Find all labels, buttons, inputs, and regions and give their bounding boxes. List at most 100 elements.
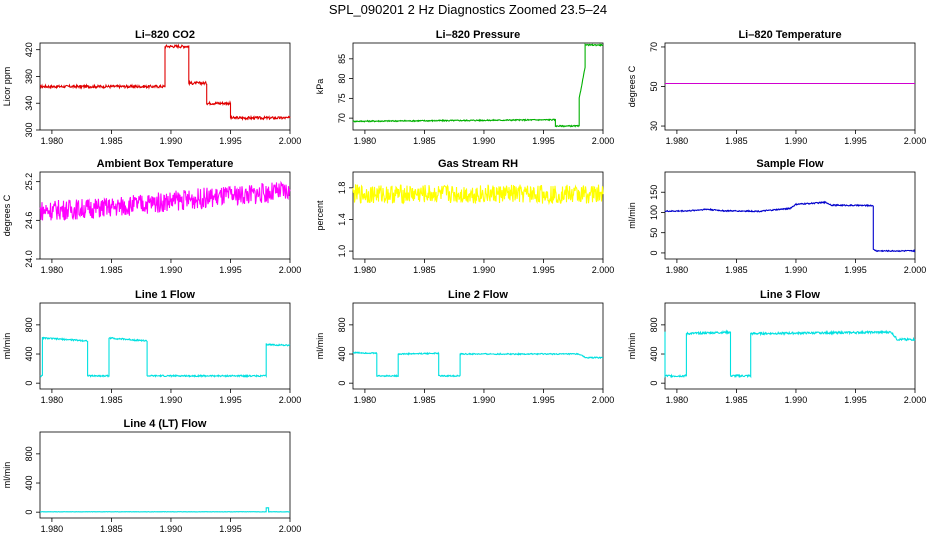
y-tick-label: 800 xyxy=(649,317,659,332)
plot-frame xyxy=(39,42,291,131)
data-series-line xyxy=(39,43,291,121)
chart-title: Line 2 Flow xyxy=(448,289,508,301)
plot-frame xyxy=(39,171,291,260)
x-tick-label: 2.000 xyxy=(592,395,615,405)
y-tick-label: 800 xyxy=(24,446,34,461)
y-tick-label: 24.0 xyxy=(24,250,34,268)
y-tick-label: 400 xyxy=(24,347,34,362)
x-tick-label: 2.000 xyxy=(592,136,615,146)
x-tick-label: 1.995 xyxy=(219,265,242,275)
x-tick-label: 1.980 xyxy=(354,265,377,275)
x-tick-label: 1.995 xyxy=(219,395,242,405)
x-tick-label: 1.985 xyxy=(100,136,123,146)
chart-title: Ambient Box Temperature xyxy=(97,158,234,170)
x-tick-label: 1.985 xyxy=(725,136,748,146)
y-tick-label: 300 xyxy=(24,122,34,137)
plot-frame xyxy=(352,302,604,390)
y-axis-label: ml/min xyxy=(627,333,637,360)
y-axis-label: degrees C xyxy=(2,194,12,236)
x-tick-label: 1.985 xyxy=(725,395,748,405)
x-tick-label: 1.995 xyxy=(844,395,867,405)
y-axis-label: percent xyxy=(315,200,325,231)
x-tick-label: 1.980 xyxy=(354,395,377,405)
y-tick-label: 420 xyxy=(24,42,34,57)
chart-title: Line 4 (LT) Flow xyxy=(124,418,207,430)
chart-title: Line 3 Flow xyxy=(760,289,820,301)
plot-frame xyxy=(39,302,291,390)
data-series-line xyxy=(352,42,604,128)
x-tick-label: 1.985 xyxy=(100,524,123,534)
y-axis-label: ml/min xyxy=(2,462,12,489)
x-tick-label: 1.980 xyxy=(666,395,689,405)
data-series-line xyxy=(664,329,916,379)
x-tick-label: 1.995 xyxy=(844,265,867,275)
y-tick-label: 85 xyxy=(337,54,347,64)
x-tick-label: 1.985 xyxy=(413,136,436,146)
x-tick-label: 1.990 xyxy=(160,265,183,275)
x-tick-label: 1.980 xyxy=(41,265,64,275)
x-tick-label: 2.000 xyxy=(279,265,302,275)
y-axis-label: Licor ppm xyxy=(2,67,12,107)
x-tick-label: 1.990 xyxy=(785,136,808,146)
x-tick-label: 1.985 xyxy=(100,265,123,275)
x-tick-label: 1.990 xyxy=(160,136,183,146)
y-tick-label: 380 xyxy=(24,69,34,84)
x-tick-label: 2.000 xyxy=(904,395,927,405)
x-tick-label: 1.990 xyxy=(160,395,183,405)
y-tick-label: 800 xyxy=(337,317,347,332)
x-tick-label: 2.000 xyxy=(592,265,615,275)
x-tick-label: 2.000 xyxy=(904,136,927,146)
x-tick-label: 1.995 xyxy=(844,136,867,146)
x-tick-label: 1.985 xyxy=(413,265,436,275)
ambient-chart: Ambient Box Temperature degrees C 1.980 1.9… xyxy=(2,158,301,275)
plot-frame xyxy=(39,431,291,519)
line3-chart: Line 3 Flow ml/min 1.980 1.985 1.990 1.995 2.0… xyxy=(627,289,926,405)
line2-chart: Line 2 Flow ml/min 1.980 1.985 1.990 1.995 2.0… xyxy=(315,289,614,405)
x-tick-label: 1.995 xyxy=(532,395,555,405)
y-tick-label: 0 xyxy=(337,381,347,386)
x-tick-label: 1.990 xyxy=(473,265,496,275)
y-tick-label: 0 xyxy=(24,381,34,386)
y-tick-label: 0 xyxy=(24,510,34,515)
y-tick-label: 400 xyxy=(649,347,659,362)
x-tick-label: 1.990 xyxy=(785,395,808,405)
y-tick-label: 70 xyxy=(649,42,659,52)
x-tick-label: 1.990 xyxy=(473,136,496,146)
x-tick-label: 1.985 xyxy=(100,395,123,405)
x-tick-label: 1.990 xyxy=(160,524,183,534)
x-tick-label: 1.995 xyxy=(532,265,555,275)
temp-chart: Li–820 Temperature degrees C 1.980 1.985 1.9… xyxy=(627,29,926,146)
y-tick-label: 150 xyxy=(649,185,659,200)
data-series-line xyxy=(664,200,916,253)
rh-chart: Gas Stream RH percent 1.980 1.985 1.990 1.995… xyxy=(315,158,614,275)
chart-title: Li–820 Temperature xyxy=(738,29,841,41)
y-tick-label: 340 xyxy=(24,96,34,111)
chart-title: Line 1 Flow xyxy=(135,289,195,301)
page-title: SPL_090201 2 Hz Diagnostics Zoomed 23.5–… xyxy=(328,2,608,17)
x-tick-label: 1.980 xyxy=(354,136,377,146)
x-tick-label: 1.995 xyxy=(219,136,242,146)
x-tick-label: 1.980 xyxy=(41,524,64,534)
x-tick-label: 1.990 xyxy=(473,395,496,405)
y-axis-label: ml/min xyxy=(315,333,325,360)
y-tick-label: 80 xyxy=(337,74,347,84)
y-tick-label: 0 xyxy=(649,381,659,386)
y-tick-label: 50 xyxy=(649,228,659,238)
y-tick-label: 1.8 xyxy=(337,182,347,195)
data-series-line xyxy=(40,507,290,513)
y-axis-label: ml/min xyxy=(627,202,637,229)
co2-chart: Li–820 CO2 Licor ppm 1.980 1.985 1.990 1.995 2… xyxy=(2,29,301,146)
line1-chart: Line 1 Flow ml/min 1.980 1.985 1.990 1.995 2.0… xyxy=(2,289,301,405)
x-tick-label: 1.980 xyxy=(41,395,64,405)
plot-frame xyxy=(352,42,604,131)
y-axis-label: kPa xyxy=(315,79,325,95)
y-tick-label: 400 xyxy=(24,476,34,491)
y-tick-label: 0 xyxy=(649,250,659,255)
chart-title: Sample Flow xyxy=(756,158,824,170)
data-series-line xyxy=(39,336,291,379)
chart-title: Li–820 Pressure xyxy=(436,29,520,41)
y-tick-label: 1.4 xyxy=(337,213,347,226)
data-series-line xyxy=(352,351,604,378)
y-tick-label: 400 xyxy=(337,347,347,362)
